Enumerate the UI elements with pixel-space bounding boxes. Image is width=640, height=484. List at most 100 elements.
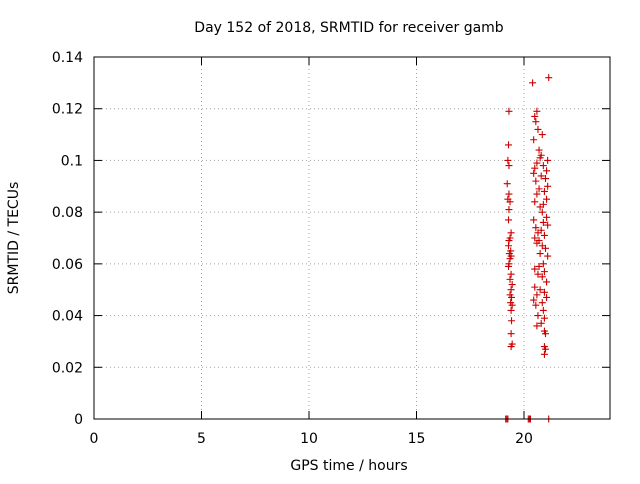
tick-layer: 0 0.02 0.04 0.06 0.08 0.1 0.12 0.14 0 5 10 15 20 <box>52 50 610 447</box>
data-point <box>535 146 543 154</box>
data-point <box>536 286 544 294</box>
data-point <box>543 167 551 175</box>
data-point <box>543 278 551 286</box>
data-point <box>540 314 548 322</box>
data-point <box>507 306 515 314</box>
data-point <box>536 250 544 258</box>
data-point <box>542 175 549 183</box>
data-point <box>530 169 538 177</box>
data-point <box>543 195 551 203</box>
data-point <box>544 221 552 229</box>
data-point <box>537 319 545 327</box>
data-point <box>542 345 549 353</box>
data-point <box>533 107 541 115</box>
y-tick-label: 0.14 <box>52 50 83 66</box>
data-point <box>538 208 546 216</box>
data-point <box>506 198 514 206</box>
y-axis-label: SRMTID / TECUs <box>6 182 22 295</box>
x-tick-label: 5 <box>197 431 206 447</box>
x-tick-label: 20 <box>515 431 533 447</box>
data-point <box>544 252 552 260</box>
data-point <box>533 159 541 167</box>
data-point <box>534 125 542 133</box>
data-point <box>505 162 513 170</box>
data-point <box>507 229 515 237</box>
data-point <box>507 286 515 294</box>
data-point <box>540 350 548 358</box>
data-point <box>536 154 544 162</box>
data-point <box>506 275 514 283</box>
data-point <box>534 312 542 320</box>
data-point <box>505 206 513 214</box>
data-point <box>535 262 543 270</box>
y-tick-label: 0.04 <box>52 309 83 325</box>
data-point <box>533 190 541 198</box>
data-point <box>532 301 540 309</box>
data-point <box>539 162 547 170</box>
y-tick-label: 0.1 <box>61 153 83 169</box>
grid-layer <box>94 57 610 419</box>
data-point <box>532 118 540 126</box>
data-point <box>545 74 553 82</box>
x-tick-label: 10 <box>300 431 318 447</box>
data-point <box>508 317 516 325</box>
data-point <box>544 156 552 164</box>
data-point <box>537 172 545 180</box>
data-point <box>533 291 541 299</box>
data-point <box>543 293 551 301</box>
data-point <box>504 156 512 164</box>
x-axis-label: GPS time / hours <box>290 458 407 474</box>
data-point <box>531 198 539 206</box>
data-point <box>508 281 516 289</box>
data-point <box>505 262 513 270</box>
data-point <box>531 112 539 120</box>
data-point <box>538 273 546 281</box>
data-point <box>542 330 549 338</box>
x-tick-label: 0 <box>90 431 99 447</box>
data-point <box>508 301 516 309</box>
data-point <box>534 270 542 278</box>
data-point <box>507 270 515 278</box>
data-point <box>505 242 513 250</box>
x-tick-label: 15 <box>408 431 426 447</box>
data-point <box>505 190 513 198</box>
data-point <box>530 216 538 224</box>
data-point <box>538 299 546 307</box>
data-point <box>529 79 537 87</box>
data-point <box>540 187 548 195</box>
data-point <box>531 265 539 273</box>
y-tick-label: 0.06 <box>52 257 83 273</box>
data-point <box>505 107 513 115</box>
data-point <box>506 255 514 263</box>
data-points <box>502 74 553 423</box>
data-point <box>543 213 551 221</box>
data-point <box>532 224 540 232</box>
data-point <box>531 283 539 291</box>
data-point <box>538 131 546 139</box>
data-point <box>530 136 538 144</box>
data-point <box>540 268 548 276</box>
data-point <box>539 260 547 268</box>
data-point <box>533 239 541 247</box>
y-tick-label: 0.12 <box>52 102 83 118</box>
data-point <box>539 218 547 226</box>
y-tick-label: 0 <box>74 412 83 428</box>
plot-frame <box>93 56 611 420</box>
data-point <box>534 229 542 237</box>
data-point <box>540 231 548 239</box>
data-point <box>505 216 513 224</box>
data-point <box>531 164 539 172</box>
data-point <box>542 244 549 252</box>
y-tick-label: 0.02 <box>52 360 83 376</box>
data-point <box>507 343 515 351</box>
data-point <box>505 141 513 149</box>
y-tick-label: 0.08 <box>52 205 83 221</box>
data-point <box>536 203 544 211</box>
data-point <box>539 306 547 314</box>
data-point <box>530 296 538 304</box>
data-point <box>507 330 515 338</box>
data-point <box>540 288 548 296</box>
data-point <box>503 180 511 188</box>
